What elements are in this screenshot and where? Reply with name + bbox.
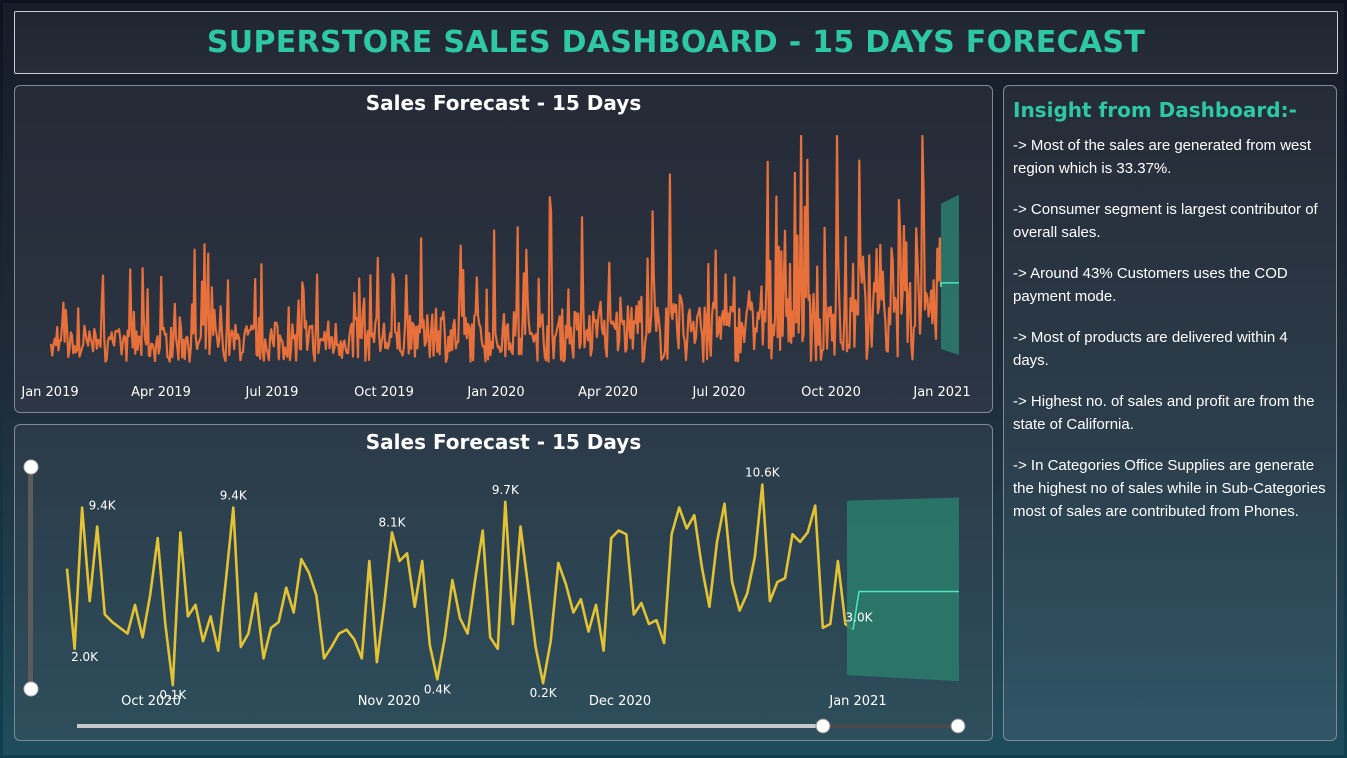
- vertical-slider-bottom-handle[interactable]: [23, 681, 39, 697]
- chart-title-top: Sales Forecast - 15 Days: [365, 91, 642, 115]
- forecast-confidence-band[interactable]: [941, 194, 959, 355]
- insight-item-segment: -> Consumer segment is largest contribut…: [1013, 201, 1318, 241]
- horizontal-slider-right-handle[interactable]: [950, 718, 966, 734]
- x-tick-label: Dec 2020: [589, 694, 651, 709]
- insight-item-delivery: -> Most of products are delivered within…: [1013, 329, 1288, 369]
- data-label: 9.4K: [220, 489, 248, 503]
- x-tick-label: Oct 2020: [801, 385, 861, 400]
- x-tick-label: Apr 2020: [578, 385, 638, 400]
- data-label: 0.4K: [424, 682, 452, 696]
- x-tick-label: Jan 2019: [20, 385, 78, 400]
- data-label: 10.6K: [745, 466, 781, 480]
- x-tick-label: Jul 2019: [245, 385, 299, 400]
- zoomed-forecast-line[interactable]: [852, 590, 959, 630]
- insight-item-region: -> Most of the sales are generated from …: [1013, 137, 1312, 177]
- bottom-chart-svg: 9.4K 2.0K 0.1K 9.4K 8.1K 0.4K 9.7K 0.2K 10.6K 3.0…: [23, 459, 966, 734]
- data-label: 9.7K: [492, 483, 520, 497]
- insight-item-categories: -> In Categories Office Supplies are gen…: [1013, 457, 1326, 520]
- insight-item-payment: -> Around 43% Customers uses the COD pay…: [1013, 265, 1288, 305]
- insight-item-state: -> Highest no. of sales and profit are f…: [1013, 393, 1315, 433]
- data-label: 2.0K: [71, 650, 99, 664]
- dashboard-title: SUPERSTORE SALES DASHBOARD - 15 DAYS FOR…: [206, 25, 1146, 60]
- insight-title: Insight from Dashboard:-: [1013, 98, 1297, 122]
- vertical-slider-fill: [28, 467, 33, 689]
- x-tick-label: Jan 2021: [912, 385, 970, 400]
- insight-panel: Insight from Dashboard:- -> Most of the …: [1003, 85, 1337, 741]
- sales-series-line[interactable]: [49, 134, 943, 363]
- x-tick-label: Jan 2020: [466, 385, 524, 400]
- x-tick-label: Jan 2021: [828, 694, 886, 709]
- x-tick-label: Apr 2019: [131, 385, 191, 400]
- top-chart-svg: Jan 2019 Apr 2019 Jul 2019 Oct 2019 Jan 2020…: [20, 134, 971, 400]
- sales-forecast-chart-full[interactable]: Sales Forecast - 15 Days Jan 2019 Apr 201…: [14, 85, 993, 413]
- data-label: 0.2K: [530, 686, 558, 700]
- zoomed-forecast-band[interactable]: [847, 497, 959, 682]
- x-tick-label: Oct 2019: [354, 385, 414, 400]
- sales-forecast-chart-zoomed[interactable]: Sales Forecast - 15 Days 9.4K 2.0K 0.1K 9.4…: [14, 424, 993, 741]
- horizontal-slider-fill: [77, 724, 823, 728]
- horizontal-slider-left-handle[interactable]: [815, 718, 831, 734]
- data-label: 8.1K: [379, 515, 407, 529]
- data-label: 0.1K: [159, 688, 187, 702]
- data-label: 3.0K: [846, 611, 874, 625]
- vertical-slider-top-handle[interactable]: [23, 459, 39, 475]
- x-tick-label: Oct 2020: [121, 694, 181, 709]
- forecast-line[interactable]: [940, 282, 959, 287]
- dashboard-header: SUPERSTORE SALES DASHBOARD - 15 DAYS FOR…: [14, 11, 1338, 74]
- chart-title-bottom: Sales Forecast - 15 Days: [365, 430, 642, 454]
- x-tick-label: Nov 2020: [358, 694, 421, 709]
- data-label: 9.4K: [89, 499, 117, 513]
- x-tick-label: Jul 2020: [692, 385, 746, 400]
- zoomed-sales-line[interactable]: [65, 483, 854, 687]
